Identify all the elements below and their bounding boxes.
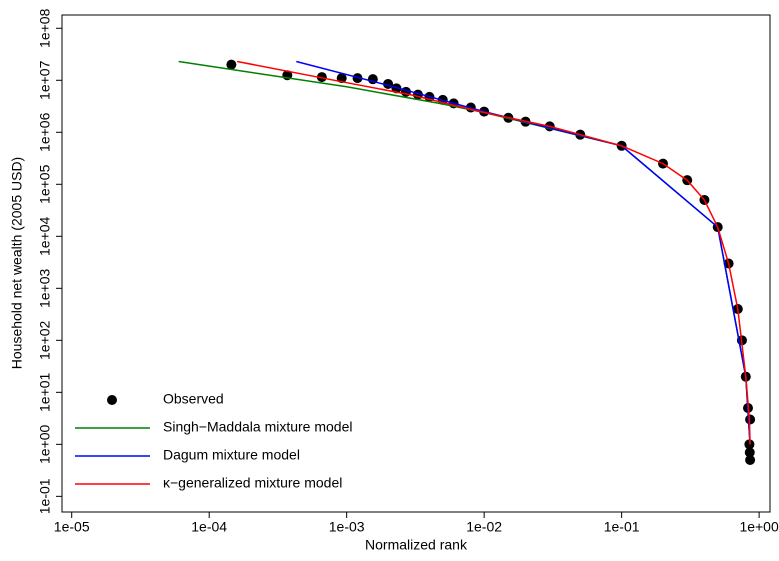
data-point	[744, 447, 755, 458]
y-tick-label: 1e+00	[37, 424, 53, 464]
y-axis-label: Household net wealth (2005 USD)	[9, 157, 25, 369]
y-tick-label: 1e+01	[37, 372, 53, 412]
x-tick-label: 1e-02	[466, 519, 502, 535]
model-line	[178, 60, 751, 445]
x-tick-label: 1e+00	[739, 519, 779, 535]
y-tick-label: 1e+05	[37, 164, 53, 204]
model-line	[237, 60, 751, 445]
y-tick-label: 1e-01	[37, 478, 53, 514]
y-tick-label: 1e+02	[37, 320, 53, 360]
legend-label: κ−generalized mixture model	[163, 475, 342, 491]
y-tick-label: 1e+07	[37, 60, 53, 100]
x-tick-label: 1e-03	[329, 519, 365, 535]
y-tick-label: 1e+08	[37, 8, 53, 48]
data-point	[226, 59, 237, 70]
x-tick-label: 1e-04	[191, 519, 227, 535]
legend-label: Observed	[163, 391, 224, 407]
x-tick-label: 1e-01	[604, 519, 640, 535]
legend-label: Dagum mixture model	[163, 447, 300, 463]
legend-label: Singh−Maddala mixture model	[163, 419, 353, 435]
y-tick-label: 1e+03	[37, 268, 53, 308]
y-tick-label: 1e+06	[37, 112, 53, 152]
x-axis-label: Normalized rank	[365, 537, 468, 553]
plot-frame	[61, 14, 771, 513]
data-point	[745, 454, 756, 465]
y-tick-label: 1e+04	[37, 216, 53, 256]
x-tick-label: 1e-05	[54, 519, 90, 535]
legend-marker	[107, 395, 117, 405]
